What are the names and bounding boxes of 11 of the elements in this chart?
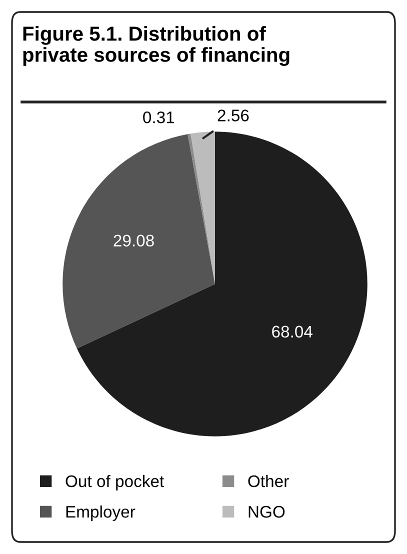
pie-slice: [76, 132, 368, 436]
legend-label: Other: [248, 474, 289, 488]
data-label: 2.56: [218, 110, 249, 122]
data-label: 0.31: [143, 111, 174, 124]
legend-label: NGO: [248, 506, 285, 518]
legend-label: Employer: [66, 505, 136, 521]
chart-title: Figure 5.1. Distribution of private sources of financing: [23, 26, 290, 66]
legend-label: Out of pocket: [66, 474, 164, 490]
data-label: 68.04: [272, 326, 312, 338]
data-label: 29.08: [114, 234, 154, 247]
pie-slice: [62, 134, 215, 348]
